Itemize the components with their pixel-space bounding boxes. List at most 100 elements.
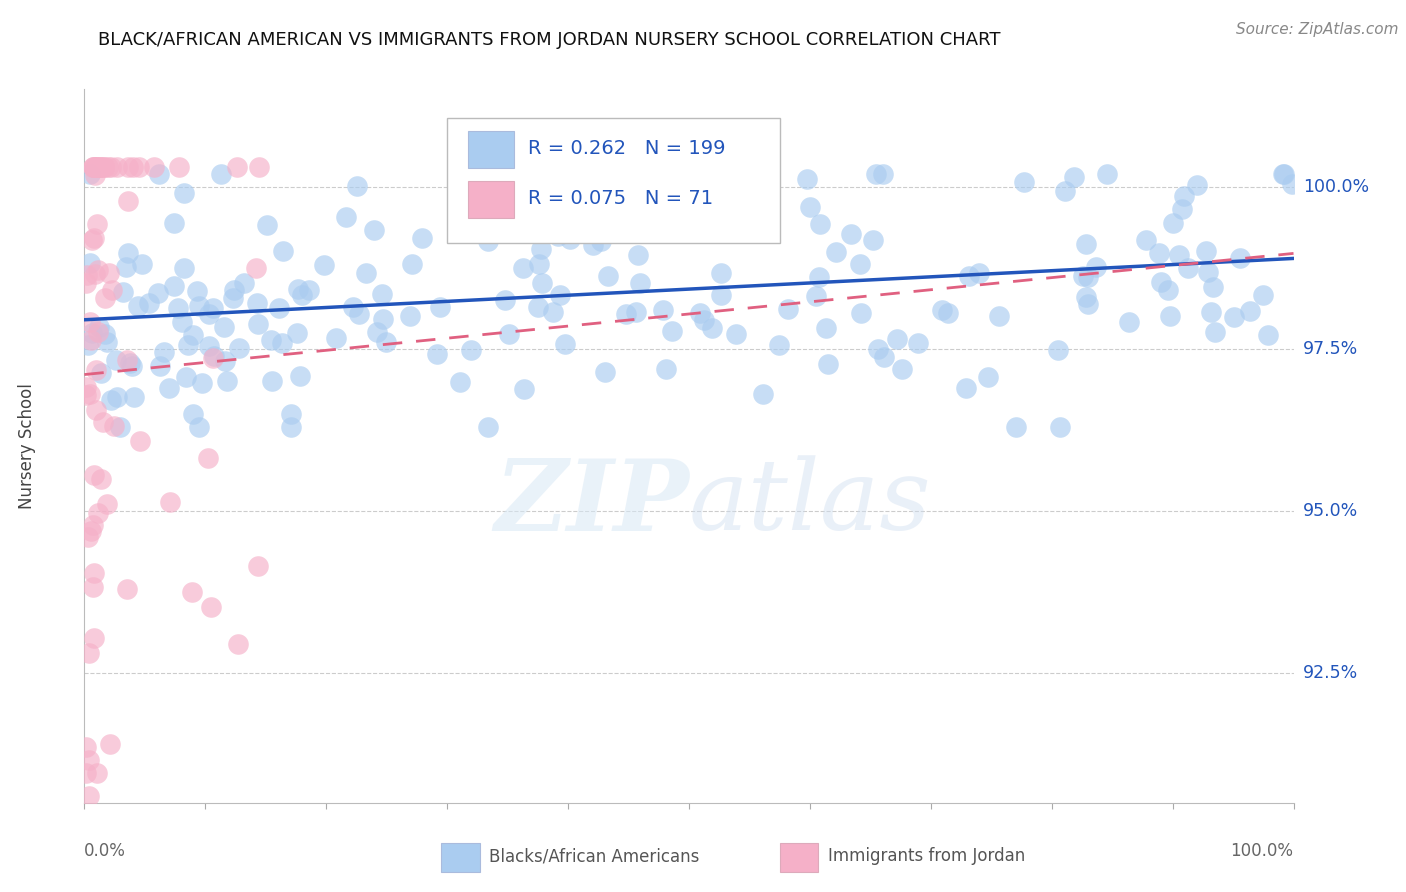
Text: 100.0%: 100.0%	[1303, 178, 1369, 195]
Point	[494, 293, 516, 307]
Point	[157, 381, 180, 395]
Point	[808, 270, 831, 285]
Point	[228, 341, 250, 355]
Point	[758, 181, 780, 195]
Point	[163, 279, 186, 293]
Text: 0.0%: 0.0%	[84, 842, 127, 860]
Point	[582, 238, 605, 252]
Point	[1229, 251, 1251, 265]
Point	[114, 260, 136, 274]
Point	[1177, 260, 1199, 275]
Point	[271, 244, 294, 259]
Point	[1012, 176, 1035, 190]
Point	[148, 167, 170, 181]
Point	[163, 216, 186, 230]
Point	[75, 380, 97, 394]
Point	[82, 518, 104, 533]
Point	[215, 374, 238, 388]
Text: 95.0%: 95.0%	[1303, 502, 1358, 520]
Point	[342, 300, 364, 314]
Point	[1239, 304, 1261, 318]
Point	[93, 160, 115, 174]
Point	[197, 450, 219, 465]
Point	[256, 218, 278, 232]
Point	[347, 307, 370, 321]
Point	[1077, 269, 1099, 284]
Point	[1199, 305, 1222, 319]
Point	[84, 160, 107, 174]
Point	[79, 387, 101, 401]
Point	[799, 200, 821, 214]
Point	[271, 335, 294, 350]
Point	[1049, 419, 1071, 434]
Point	[735, 194, 758, 208]
Point	[426, 347, 449, 361]
Point	[554, 337, 576, 351]
Point	[1150, 275, 1173, 289]
Point	[886, 332, 908, 346]
Point	[509, 178, 531, 193]
Point	[839, 227, 862, 241]
Point	[849, 257, 872, 271]
Bar	[468, 130, 513, 168]
Point	[1076, 237, 1098, 252]
Point	[226, 637, 249, 651]
Point	[246, 296, 269, 310]
Point	[969, 266, 991, 280]
Point	[1085, 260, 1108, 275]
Point	[1159, 309, 1181, 323]
Point	[290, 369, 312, 384]
Point	[110, 419, 132, 434]
Point	[988, 310, 1011, 324]
Point	[83, 566, 105, 580]
Point	[111, 285, 134, 299]
Point	[224, 283, 246, 297]
Point	[202, 301, 225, 315]
Point	[105, 390, 128, 404]
Point	[460, 343, 482, 357]
Point	[86, 160, 108, 174]
Text: ZIP: ZIP	[494, 455, 689, 551]
Point	[346, 178, 368, 193]
Point	[75, 739, 97, 754]
Point	[325, 331, 347, 345]
Point	[83, 168, 105, 182]
Point	[1223, 310, 1246, 324]
Point	[1161, 216, 1184, 230]
Point	[77, 789, 100, 804]
Point	[121, 359, 143, 374]
Point	[1135, 234, 1157, 248]
Point	[486, 186, 509, 201]
Point	[624, 305, 647, 319]
Point	[312, 258, 335, 272]
Point	[1185, 178, 1208, 192]
Point	[1053, 184, 1076, 198]
Point	[93, 160, 115, 174]
Point	[873, 350, 896, 364]
Point	[373, 312, 395, 326]
Point	[77, 338, 100, 352]
Point	[907, 336, 929, 351]
Point	[450, 197, 472, 211]
Point	[202, 351, 225, 365]
Point	[411, 231, 433, 245]
Point	[725, 326, 748, 341]
Point	[702, 320, 724, 334]
Point	[555, 224, 578, 238]
Point	[1251, 288, 1274, 302]
Point	[1071, 268, 1094, 283]
Point	[285, 326, 308, 340]
Point	[872, 167, 894, 181]
Point	[87, 507, 110, 521]
Point	[776, 301, 799, 316]
Point	[354, 266, 377, 280]
Point	[176, 338, 198, 352]
Point	[75, 276, 97, 290]
Point	[87, 160, 110, 174]
Point	[187, 419, 209, 434]
Point	[90, 160, 112, 174]
Point	[202, 349, 225, 363]
Point	[128, 160, 150, 174]
Point	[280, 407, 302, 421]
Point	[79, 315, 101, 329]
